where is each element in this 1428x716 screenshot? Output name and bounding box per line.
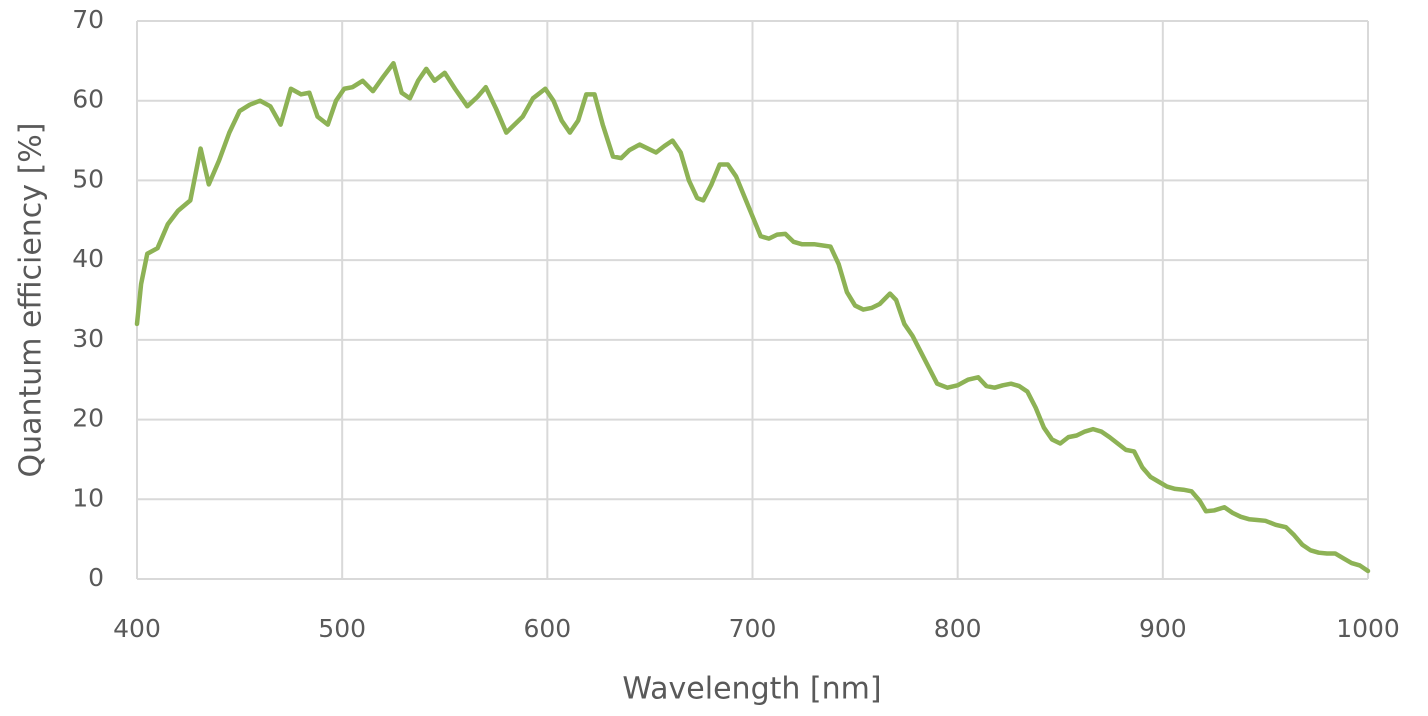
x-tick-label: 1000 (1336, 614, 1400, 643)
data-line (134, 60, 1371, 574)
y-tick-label: 10 (72, 483, 104, 512)
x-tick-label: 600 (523, 614, 571, 643)
y-tick-label: 60 (72, 85, 104, 114)
y-tick-label: 70 (72, 5, 104, 34)
y-axis-title: Quantum efficiency [%] (14, 122, 49, 477)
y-tick-label: 50 (72, 164, 104, 193)
x-tick-label: 500 (318, 614, 366, 643)
y-tick-label: 0 (88, 563, 104, 592)
y-tick-label: 30 (72, 324, 104, 353)
y-tick-label: 20 (72, 404, 104, 433)
x-tick-label: 400 (113, 614, 161, 643)
x-axis-title: Wavelength [nm] (622, 672, 881, 707)
y-tick-label: 40 (72, 244, 104, 273)
x-tick-label: 900 (1139, 614, 1187, 643)
x-tick-label: 800 (934, 614, 982, 643)
x-tick-label: 700 (729, 614, 777, 643)
